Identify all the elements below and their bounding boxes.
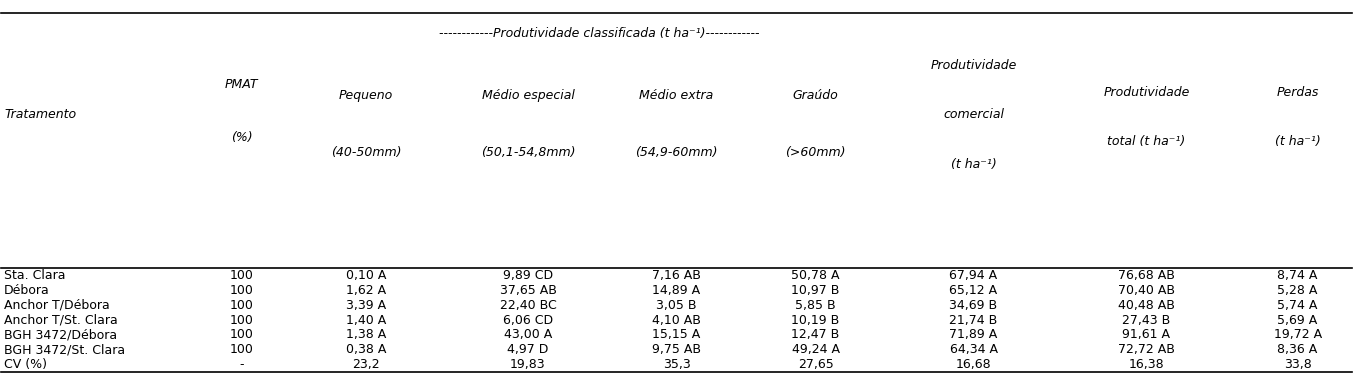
Text: 5,69 A: 5,69 A bbox=[1277, 314, 1318, 327]
Text: 37,65 AB: 37,65 AB bbox=[499, 284, 556, 297]
Text: 100: 100 bbox=[230, 299, 253, 312]
Text: 5,74 A: 5,74 A bbox=[1277, 299, 1318, 312]
Text: Médio especial: Médio especial bbox=[482, 90, 575, 102]
Text: 10,97 B: 10,97 B bbox=[792, 284, 840, 297]
Text: (>60mm): (>60mm) bbox=[785, 146, 846, 159]
Text: 0,38 A: 0,38 A bbox=[346, 343, 386, 356]
Text: 100: 100 bbox=[230, 328, 253, 341]
Text: Sta. Clara: Sta. Clara bbox=[4, 269, 65, 282]
Text: 1,62 A: 1,62 A bbox=[346, 284, 386, 297]
Text: CV (%): CV (%) bbox=[4, 358, 47, 371]
Text: 5,28 A: 5,28 A bbox=[1277, 284, 1318, 297]
Text: 27,43 B: 27,43 B bbox=[1122, 314, 1170, 327]
Text: Anchor T/Débora: Anchor T/Débora bbox=[4, 299, 110, 312]
Text: 72,72 AB: 72,72 AB bbox=[1118, 343, 1174, 356]
Text: ------------Produtividade classificada (t ha⁻¹)------------: ------------Produtividade classificada (… bbox=[438, 27, 759, 40]
Text: 43,00 A: 43,00 A bbox=[503, 328, 552, 341]
Text: 15,15 A: 15,15 A bbox=[652, 328, 701, 341]
Text: 14,89 A: 14,89 A bbox=[652, 284, 701, 297]
Text: 50,78 A: 50,78 A bbox=[792, 269, 840, 282]
Text: 9,89 CD: 9,89 CD bbox=[503, 269, 553, 282]
Text: 3,39 A: 3,39 A bbox=[346, 299, 386, 312]
Text: 100: 100 bbox=[230, 314, 253, 327]
Text: 19,72 A: 19,72 A bbox=[1273, 328, 1322, 341]
Text: 21,74 B: 21,74 B bbox=[950, 314, 997, 327]
Text: 4,10 AB: 4,10 AB bbox=[652, 314, 701, 327]
Text: comercial: comercial bbox=[943, 108, 1004, 122]
Text: 8,36 A: 8,36 A bbox=[1277, 343, 1318, 356]
Text: (40-50mm): (40-50mm) bbox=[330, 146, 402, 159]
Text: Débora: Débora bbox=[4, 284, 50, 297]
Text: 91,61 A: 91,61 A bbox=[1123, 328, 1170, 341]
Text: Graúdo: Graúdo bbox=[793, 90, 839, 102]
Text: 9,75 AB: 9,75 AB bbox=[652, 343, 701, 356]
Text: 10,19 B: 10,19 B bbox=[792, 314, 840, 327]
Text: PMAT: PMAT bbox=[225, 78, 258, 91]
Text: 100: 100 bbox=[230, 269, 253, 282]
Text: 70,40 AB: 70,40 AB bbox=[1118, 284, 1174, 297]
Text: 34,69 B: 34,69 B bbox=[950, 299, 997, 312]
Text: 6,06 CD: 6,06 CD bbox=[503, 314, 553, 327]
Text: 23,2: 23,2 bbox=[352, 358, 380, 371]
Text: Médio extra: Médio extra bbox=[640, 90, 713, 102]
Text: Produtividade: Produtividade bbox=[1103, 86, 1189, 99]
Text: 76,68 AB: 76,68 AB bbox=[1118, 269, 1174, 282]
Text: 0,10 A: 0,10 A bbox=[346, 269, 386, 282]
Text: BGH 3472/Débora: BGH 3472/Débora bbox=[4, 328, 118, 341]
Text: 40,48 AB: 40,48 AB bbox=[1118, 299, 1174, 312]
Text: 4,97 D: 4,97 D bbox=[507, 343, 549, 356]
Text: 7,16 AB: 7,16 AB bbox=[652, 269, 701, 282]
Text: 12,47 B: 12,47 B bbox=[792, 328, 840, 341]
Text: total (t ha⁻¹): total (t ha⁻¹) bbox=[1107, 135, 1185, 148]
Text: 71,89 A: 71,89 A bbox=[950, 328, 997, 341]
Text: 67,94 A: 67,94 A bbox=[950, 269, 997, 282]
Text: 100: 100 bbox=[230, 284, 253, 297]
Text: Produtividade: Produtividade bbox=[931, 59, 1016, 72]
Text: -: - bbox=[239, 358, 244, 371]
Text: (t ha⁻¹): (t ha⁻¹) bbox=[951, 157, 996, 171]
Text: 33,8: 33,8 bbox=[1284, 358, 1311, 371]
Text: 16,38: 16,38 bbox=[1128, 358, 1164, 371]
Text: 65,12 A: 65,12 A bbox=[950, 284, 997, 297]
Text: (50,1-54,8mm): (50,1-54,8mm) bbox=[480, 146, 575, 159]
Text: Anchor T/St. Clara: Anchor T/St. Clara bbox=[4, 314, 118, 327]
Text: (%): (%) bbox=[231, 131, 253, 144]
Text: 1,40 A: 1,40 A bbox=[346, 314, 386, 327]
Text: (54,9-60mm): (54,9-60mm) bbox=[636, 146, 717, 159]
Text: Tratamento: Tratamento bbox=[4, 108, 76, 122]
Text: 19,83: 19,83 bbox=[510, 358, 545, 371]
Text: 5,85 B: 5,85 B bbox=[796, 299, 836, 312]
Text: 16,68: 16,68 bbox=[955, 358, 992, 371]
Text: 22,40 BC: 22,40 BC bbox=[499, 299, 556, 312]
Text: 100: 100 bbox=[230, 343, 253, 356]
Text: 35,3: 35,3 bbox=[663, 358, 690, 371]
Text: 64,34 A: 64,34 A bbox=[950, 343, 997, 356]
Text: 8,74 A: 8,74 A bbox=[1277, 269, 1318, 282]
Text: 1,38 A: 1,38 A bbox=[346, 328, 386, 341]
Text: Pequeno: Pequeno bbox=[338, 90, 394, 102]
Text: (t ha⁻¹): (t ha⁻¹) bbox=[1275, 135, 1321, 148]
Text: 27,65: 27,65 bbox=[798, 358, 833, 371]
Text: 3,05 B: 3,05 B bbox=[656, 299, 697, 312]
Text: Perdas: Perdas bbox=[1276, 86, 1319, 99]
Text: BGH 3472/St. Clara: BGH 3472/St. Clara bbox=[4, 343, 126, 356]
Text: 49,24 A: 49,24 A bbox=[792, 343, 840, 356]
